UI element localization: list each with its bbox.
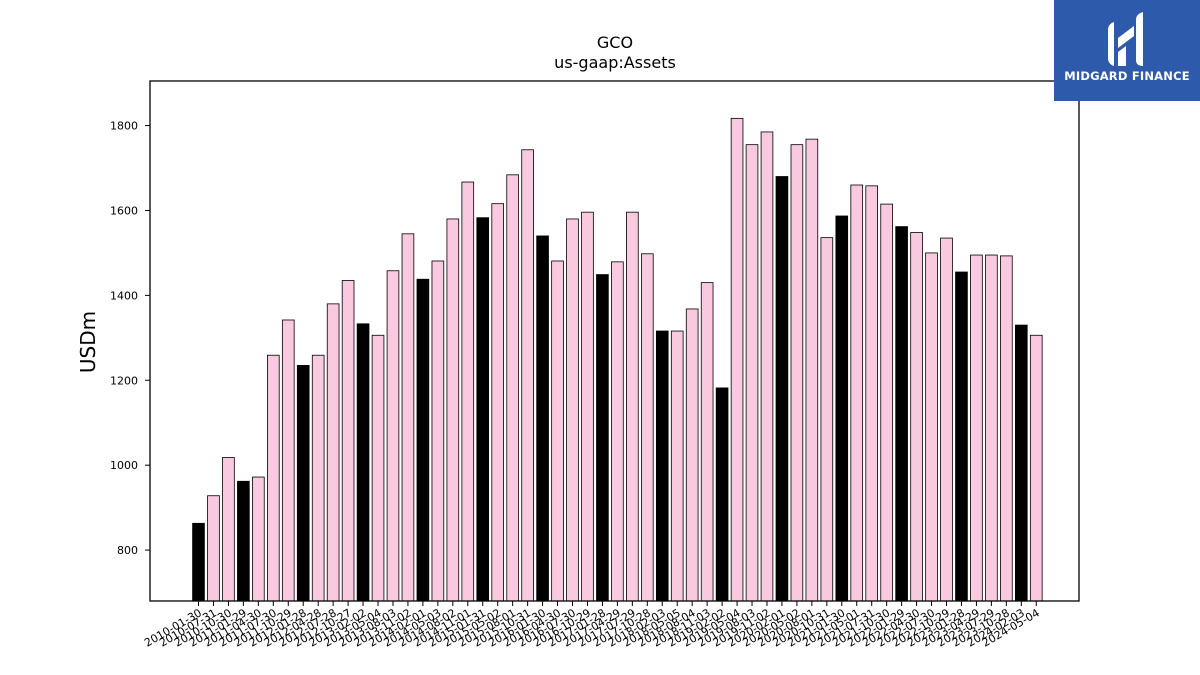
bar-2016-01-30: [536, 235, 549, 602]
bar-2020-05-02: [790, 144, 804, 602]
bar-2024-05-04: [1029, 334, 1043, 602]
bar-2016-10-29: [581, 211, 594, 602]
bar-2024-02-03: [1015, 324, 1028, 602]
bar-2019-11-02: [760, 131, 774, 602]
bar-2017-10-28: [641, 253, 654, 602]
bar-2015-08-01: [506, 174, 519, 602]
bars-group: [192, 117, 1043, 602]
bar-2017-01-28: [596, 274, 609, 602]
bar-2015-01-31: [476, 217, 490, 602]
bar-2022-04-30: [910, 232, 923, 602]
bar-2018-05-05: [670, 330, 684, 602]
bar-2023-01-28: [955, 271, 968, 602]
bar-2012-01-28: [296, 365, 310, 602]
bar-2020-10-31: [820, 237, 834, 602]
bar-2015-10-31: [521, 149, 534, 602]
y-tick-label: 800: [117, 544, 138, 557]
bar-2014-02-01: [416, 278, 430, 602]
bar-2010-10-30: [222, 457, 235, 602]
bar-2021-07-31: [865, 185, 878, 602]
chart-title: GCO: [597, 33, 633, 52]
bar-2017-07-29: [626, 211, 639, 602]
y-tick-label: 1200: [110, 374, 138, 387]
bar-2022-07-30: [925, 252, 938, 602]
y-tick-label: 1600: [110, 204, 138, 217]
bar-2011-01-29: [237, 480, 250, 602]
plot-frame: [149, 80, 1080, 602]
bar-2016-04-30: [551, 260, 564, 602]
bar-2021-10-30: [880, 203, 893, 602]
bar-2019-05-04: [730, 117, 744, 602]
y-tick-label: 1800: [110, 120, 138, 133]
bar-2012-07-28: [326, 303, 340, 602]
bar-2011-04-30: [252, 476, 265, 602]
bar-2018-08-04: [685, 308, 699, 602]
bar-2014-05-03: [431, 260, 445, 602]
midgard-logo-icon: [1108, 12, 1143, 66]
bar-2023-04-29: [970, 254, 983, 602]
bar-2022-01-29: [895, 226, 908, 602]
bar-2013-05-04: [371, 334, 385, 602]
bar-2014-11-01: [461, 181, 475, 602]
bar-2017-04-29: [611, 261, 624, 602]
bar-2023-10-28: [1000, 255, 1013, 602]
bar-2023-07-29: [985, 254, 998, 602]
bar-2011-07-30: [266, 354, 280, 602]
bar-2011-10-29: [281, 319, 295, 602]
bar-2014-08-02: [446, 218, 460, 602]
bar-2012-04-28: [311, 354, 325, 602]
bar-2018-11-03: [700, 282, 714, 602]
bar-2013-08-03: [386, 270, 400, 602]
x-axis: 2010-01-302010-07-312010-10-302011-01-29…: [142, 601, 1042, 650]
bar-2013-11-02: [401, 233, 415, 602]
bar-2020-08-01: [805, 138, 819, 602]
bar-2019-02-02: [715, 387, 729, 602]
bar-2012-10-27: [341, 280, 355, 602]
bar-2018-02-03: [655, 330, 669, 602]
bar-2016-07-30: [566, 218, 579, 602]
bar-2021-01-30: [835, 215, 849, 602]
logo-text: MIDGARD FINANCE: [1064, 69, 1190, 83]
bar-2010-07-31: [207, 495, 220, 602]
bar-2020-02-01: [775, 176, 789, 602]
bar-2021-05-01: [850, 184, 864, 602]
bar-2015-05-02: [491, 203, 504, 602]
bar-2019-08-03: [745, 144, 759, 602]
bar-2022-10-29: [940, 237, 953, 602]
y-axis-label: USDm: [76, 311, 100, 373]
bar-2013-02-02: [356, 323, 370, 602]
y-tick-label: 1000: [110, 459, 138, 472]
midgard-logo: MIDGARD FINANCE: [1054, 0, 1200, 101]
y-tick-label: 1400: [110, 289, 138, 302]
bar-2010-01-30: [192, 522, 205, 602]
y-axis: 800 1000 1200 1400 1600 1800: [110, 120, 150, 557]
chart-subtitle: us-gaap:Assets: [554, 53, 676, 72]
